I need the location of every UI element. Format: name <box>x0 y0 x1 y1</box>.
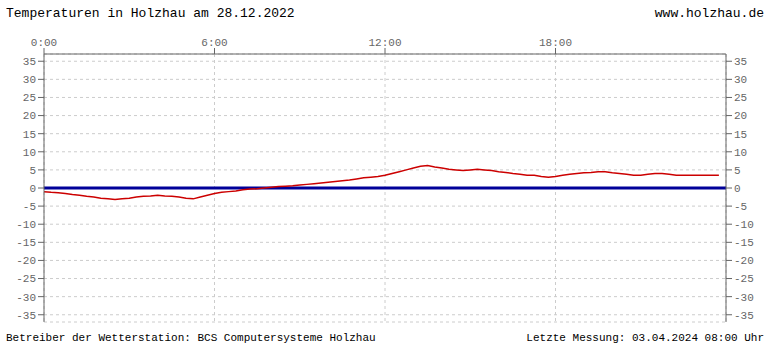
svg-text:-25: -25 <box>16 273 36 285</box>
svg-text:20: 20 <box>23 110 36 122</box>
svg-text:-20: -20 <box>734 255 754 267</box>
html-text:Betreiber der Wetterstation: B: Betreiber der Wetterstation: BCS Compute… <box>6 332 376 344</box>
svg-text:30: 30 <box>734 74 747 86</box>
svg-text:35: 35 <box>734 56 747 68</box>
svg-text:-10: -10 <box>16 219 36 231</box>
svg-text:15: 15 <box>23 129 36 141</box>
html-text:Letzte Messung: 03.04.2024 08:: Letzte Messung: 03.04.2024 08:00 Uhr <box>526 332 764 344</box>
svg-text:0:00: 0:00 <box>31 37 57 49</box>
html-text:www.holzhau.de: www.holzhau.de <box>654 5 764 21</box>
svg-text:0: 0 <box>734 183 741 195</box>
svg-text:10: 10 <box>734 147 747 159</box>
svg-text:10: 10 <box>23 147 36 159</box>
svg-text:-15: -15 <box>734 237 754 249</box>
svg-text:-10: -10 <box>734 219 754 231</box>
svg-text:12:00: 12:00 <box>368 37 401 49</box>
svg-text:5: 5 <box>29 165 36 177</box>
svg-text:5: 5 <box>734 165 741 177</box>
svg-text:0: 0 <box>29 183 36 195</box>
svg-text:15: 15 <box>734 129 747 141</box>
svg-text:25: 25 <box>23 92 36 104</box>
svg-text:25: 25 <box>734 92 747 104</box>
html-text:Temperaturen in Holzhau am 28.: Temperaturen in Holzhau am 28.12.2022 <box>6 5 295 21</box>
svg-text:35: 35 <box>23 56 36 68</box>
svg-text:-35: -35 <box>16 310 36 322</box>
svg-text:-25: -25 <box>734 273 754 285</box>
svg-text:-5: -5 <box>734 201 747 213</box>
svg-text:20: 20 <box>734 110 747 122</box>
svg-text:-20: -20 <box>16 255 36 267</box>
svg-text:-5: -5 <box>23 201 36 213</box>
svg-text:-15: -15 <box>16 237 36 249</box>
svg-text:6:00: 6:00 <box>201 37 227 49</box>
svg-text:-35: -35 <box>734 310 754 322</box>
svg-text:18:00: 18:00 <box>539 37 572 49</box>
svg-text:30: 30 <box>23 74 36 86</box>
svg-text:-30: -30 <box>734 292 754 304</box>
svg-text:-30: -30 <box>16 292 36 304</box>
